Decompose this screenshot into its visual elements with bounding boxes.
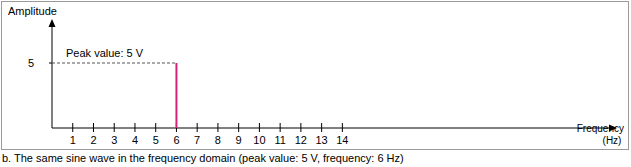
caption: b. The same sine wave in the frequency d… (2, 152, 404, 164)
x-tick (238, 123, 239, 132)
y-tick-label: 5 (28, 57, 34, 69)
x-tick (342, 123, 343, 132)
x-tick-label: 7 (194, 134, 200, 146)
x-tick-label: 1 (70, 134, 76, 146)
x-axis (52, 128, 612, 129)
x-tick-label: 14 (336, 134, 348, 146)
x-tick-label: 11 (274, 134, 285, 146)
x-label: Frequency(Hz) (577, 123, 624, 146)
x-tick (155, 123, 156, 132)
y-label: Amplitude (8, 5, 57, 17)
x-tick (72, 123, 73, 132)
x-tick (217, 123, 218, 132)
x-tick-label: 9 (236, 134, 242, 146)
spectral-line (175, 63, 177, 128)
chart-svg: AmplitudeFrequency(Hz)123456789101112131… (0, 0, 631, 167)
x-tick-label: 5 (153, 134, 159, 146)
x-tick-label: 8 (215, 134, 221, 146)
x-tick (280, 123, 281, 132)
x-tick (259, 123, 260, 132)
x-tick (321, 123, 322, 132)
x-tick-label: 2 (90, 134, 96, 146)
x-tick-label: 4 (132, 134, 138, 146)
x-tick (197, 123, 198, 132)
chart-root: AmplitudeFrequency(Hz)123456789101112131… (0, 0, 631, 167)
x-tick-label: 13 (316, 134, 328, 146)
y-arrow (49, 19, 56, 27)
x-label-line: Frequency (577, 123, 624, 134)
y-tick (49, 63, 52, 64)
peak-guide (52, 63, 176, 64)
x-tick-label: 3 (111, 134, 117, 146)
x-tick-label: 12 (295, 134, 307, 146)
x-tick-label: 6 (173, 134, 179, 146)
x-tick (93, 123, 94, 132)
x-tick-label: 10 (253, 134, 265, 146)
annotation: Peak value: 5 V (66, 47, 144, 59)
x-tick (300, 123, 301, 132)
x-label-line: (Hz) (603, 135, 622, 146)
x-tick (114, 123, 115, 132)
x-tick (134, 123, 135, 132)
y-axis (52, 24, 53, 128)
frame (2, 2, 629, 150)
marks (52, 63, 177, 128)
